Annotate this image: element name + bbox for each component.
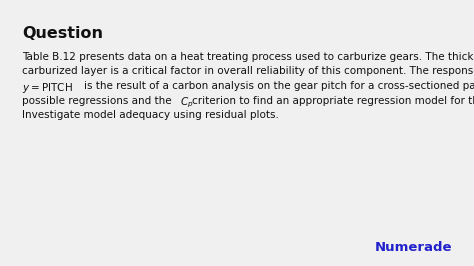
Text: Investigate model adequacy using residual plots.: Investigate model adequacy using residua… [22,110,279,120]
Text: Question: Question [22,26,103,41]
Text: $y = \mathrm{PITCH}$: $y = \mathrm{PITCH}$ [22,81,73,95]
Text: carburized layer is a critical factor in overall reliability of this component. : carburized layer is a critical factor in… [22,66,474,77]
Text: is the result of a carbon analysis on the gear pitch for a cross-sectioned part.: is the result of a carbon analysis on th… [84,81,474,91]
Text: $C_p$: $C_p$ [180,95,193,110]
Text: Table B.12 presents data on a heat treating process used to carburize gears. The: Table B.12 presents data on a heat treat… [22,52,474,62]
Text: possible regressions and the: possible regressions and the [22,95,174,106]
Text: criterion to find an appropriate regression model for these data.: criterion to find an appropriate regress… [192,95,474,106]
Text: Numerade: Numerade [374,241,452,254]
